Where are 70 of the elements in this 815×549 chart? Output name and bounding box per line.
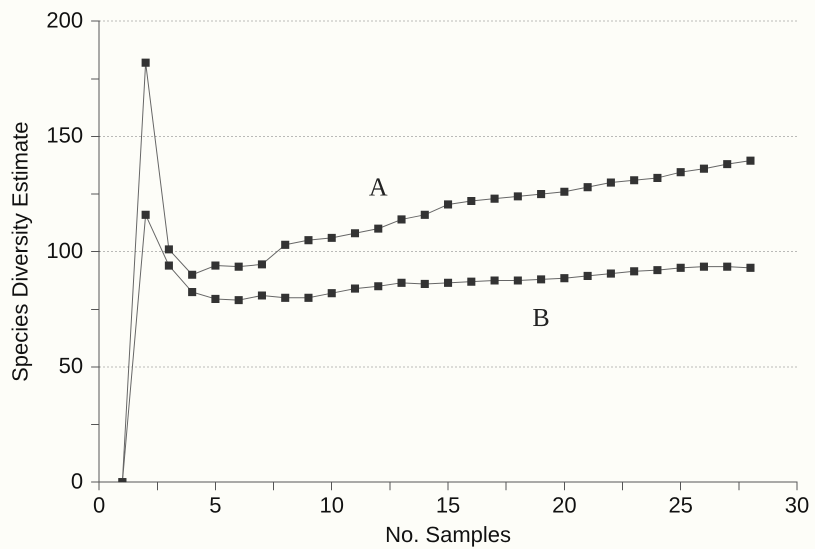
point: [142, 58, 150, 67]
series-label: A: [368, 172, 388, 202]
point: [653, 266, 662, 274]
point: [328, 234, 336, 242]
point: [723, 262, 732, 271]
point: [560, 188, 568, 196]
y-tick-label: 200: [46, 7, 84, 32]
x-tick-label: 30: [784, 492, 810, 518]
point: [584, 183, 592, 192]
point: [514, 192, 522, 200]
point: [350, 284, 360, 293]
point: [164, 245, 173, 254]
point: [234, 296, 243, 304]
point: [397, 278, 406, 287]
point: [606, 270, 615, 278]
x-tick-label: 25: [668, 492, 693, 518]
point: [328, 289, 336, 298]
point: [676, 168, 685, 176]
point: [514, 276, 522, 285]
point: [560, 274, 568, 282]
point: [374, 282, 382, 290]
point: [537, 275, 546, 284]
point: [211, 294, 220, 303]
y-tick-label: 0: [70, 468, 84, 494]
point: [606, 178, 615, 187]
point: [490, 194, 499, 203]
y-tick-label: 150: [46, 122, 84, 148]
point: [142, 210, 150, 219]
point: [397, 215, 406, 224]
point: [420, 280, 429, 288]
point: [537, 190, 546, 198]
point: [676, 264, 685, 272]
y-axis-title: Species Diversity Estimate: [7, 121, 32, 382]
point: [723, 160, 732, 168]
point: [490, 276, 499, 285]
point: [304, 294, 313, 302]
point: [258, 260, 266, 268]
x-tick-label: 20: [552, 492, 577, 518]
point: [211, 261, 220, 270]
point: [467, 196, 476, 206]
point: [281, 294, 290, 302]
x-tick-label: 5: [209, 492, 222, 518]
point: [420, 210, 429, 219]
point: [444, 200, 452, 208]
point: [630, 176, 638, 184]
point: [746, 264, 755, 272]
y-tick-label: 100: [46, 238, 84, 263]
point: [188, 288, 196, 296]
point: [746, 156, 755, 165]
point: [350, 229, 360, 238]
x-tick-label: 0: [92, 492, 106, 518]
point: [630, 267, 638, 276]
point: [374, 224, 382, 233]
point: [164, 261, 173, 270]
point: [467, 278, 476, 286]
point: [304, 236, 313, 244]
x-tick-label: 15: [436, 492, 460, 518]
point: [584, 272, 592, 280]
series-label: B: [532, 303, 550, 332]
point: [444, 278, 452, 287]
x-axis-title: No. Samples: [385, 522, 512, 547]
point: [234, 262, 243, 271]
point: [653, 174, 662, 182]
point: [700, 164, 708, 173]
point: [281, 240, 290, 249]
point: [700, 262, 708, 271]
y-tick-label: 50: [58, 353, 84, 378]
x-tick-label: 10: [319, 492, 344, 518]
point: [258, 291, 266, 300]
point: [188, 270, 196, 279]
